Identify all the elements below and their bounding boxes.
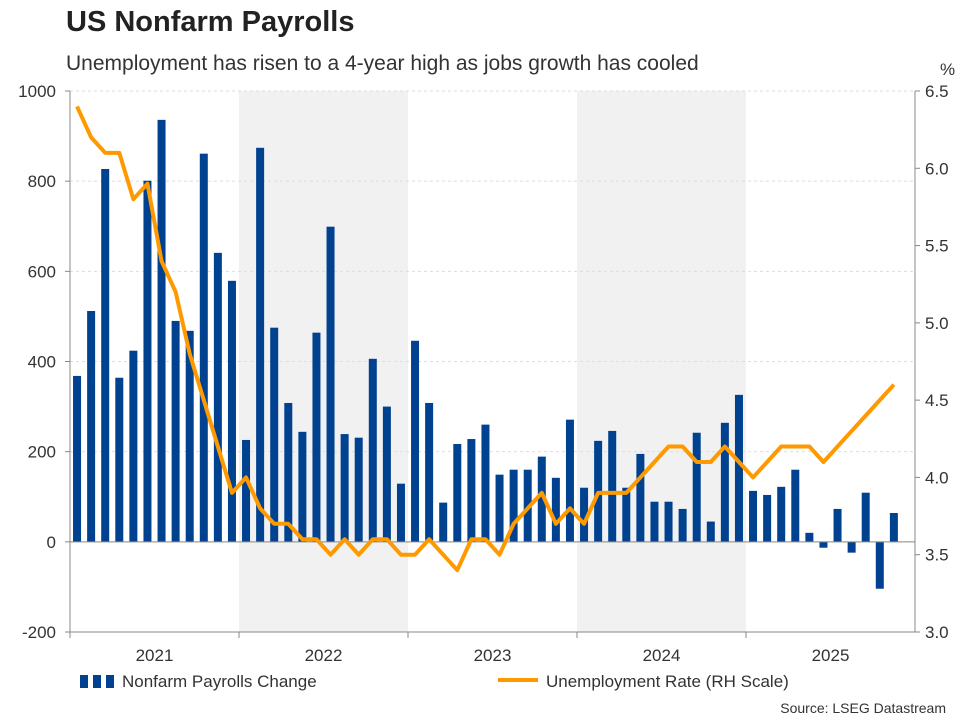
payrolls-bar xyxy=(692,432,701,542)
payrolls-bar xyxy=(101,168,110,542)
payrolls-bar xyxy=(213,252,222,542)
payrolls-bar xyxy=(425,402,434,542)
right-tick-label: 4.5 xyxy=(925,391,949,410)
payrolls-bar xyxy=(340,434,349,542)
payrolls-bar xyxy=(749,490,758,542)
payrolls-bar xyxy=(143,180,152,542)
payrolls-bar xyxy=(537,456,546,542)
payrolls-bar xyxy=(242,439,251,542)
payrolls-bar xyxy=(115,377,124,542)
legend-item-payrolls: Nonfarm Payrolls Change xyxy=(80,672,317,692)
x-tick-label: 2021 xyxy=(136,646,174,665)
right-tick-label: 6.5 xyxy=(925,82,949,101)
x-tick-label: 2024 xyxy=(643,646,681,665)
payrolls-bar xyxy=(312,332,321,542)
right-tick-label: 3.0 xyxy=(925,623,949,642)
payrolls-bar xyxy=(734,394,743,542)
payrolls-bar xyxy=(171,320,180,542)
payrolls-bar xyxy=(720,422,729,542)
payrolls-bar xyxy=(565,419,574,542)
right-tick-label: 5.0 xyxy=(925,314,949,333)
payrolls-bar xyxy=(875,541,884,589)
payrolls-bar xyxy=(73,375,82,542)
payrolls-bar xyxy=(396,483,405,542)
payrolls-bar xyxy=(636,453,645,542)
left-tick-label: 400 xyxy=(28,353,56,372)
payrolls-bar xyxy=(763,494,772,542)
legend-item-unemployment: Unemployment Rate (RH Scale) xyxy=(498,672,789,692)
payrolls-bar xyxy=(270,327,279,542)
payrolls-bar xyxy=(678,508,687,542)
payrolls-bar xyxy=(622,487,631,542)
payrolls-bar xyxy=(509,469,518,542)
payrolls-bar xyxy=(791,469,800,542)
payrolls-bar xyxy=(777,486,786,542)
x-tick-label: 2025 xyxy=(812,646,850,665)
payrolls-bar xyxy=(199,153,208,542)
payrolls-bar xyxy=(411,340,420,542)
right-axis-unit: % xyxy=(940,60,956,79)
legend-bar-icon xyxy=(80,675,116,688)
payrolls-bar xyxy=(467,439,476,542)
left-tick-label: 800 xyxy=(28,172,56,191)
payrolls-bar xyxy=(706,521,715,542)
right-tick-label: 6.0 xyxy=(925,159,949,178)
right-tick-label: 5.5 xyxy=(925,237,949,256)
payrolls-bar xyxy=(481,424,490,542)
right-tick-label: 3.5 xyxy=(925,546,949,565)
payrolls-bar xyxy=(847,541,856,553)
payrolls-bar xyxy=(819,541,828,548)
payrolls-bar xyxy=(608,430,617,542)
payrolls-bar xyxy=(129,350,138,542)
payrolls-bar xyxy=(861,492,870,542)
x-tick-label: 2023 xyxy=(474,646,512,665)
payrolls-bar xyxy=(227,280,236,542)
left-tick-label: -200 xyxy=(22,623,56,642)
left-tick-label: 600 xyxy=(28,262,56,281)
payrolls-bar xyxy=(453,444,462,542)
x-tick-label: 2022 xyxy=(305,646,343,665)
legend-line-icon xyxy=(498,678,538,682)
payrolls-bar xyxy=(256,147,265,542)
payrolls-bar xyxy=(326,226,335,542)
payrolls-bar xyxy=(284,402,293,542)
payrolls-bar xyxy=(551,477,560,542)
payrolls-bar xyxy=(382,406,391,542)
payrolls-bar xyxy=(495,474,504,542)
payrolls-bar xyxy=(368,358,377,542)
chart-title: US Nonfarm Payrolls xyxy=(66,6,355,38)
payrolls-bar xyxy=(87,311,96,542)
payrolls-bar xyxy=(439,502,448,542)
payrolls-bar xyxy=(889,512,898,542)
right-tick-label: 4.0 xyxy=(925,468,949,487)
source-note: Source: LSEG Datastream xyxy=(780,700,946,716)
legend-label: Unemployment Rate (RH Scale) xyxy=(546,672,789,691)
left-tick-label: 200 xyxy=(28,443,56,462)
payrolls-bar xyxy=(354,437,363,542)
payrolls-bar xyxy=(833,508,842,542)
chart-subtitle: Unemployment has risen to a 4-year high … xyxy=(66,52,699,75)
payrolls-bar xyxy=(185,330,194,542)
payrolls-bar xyxy=(298,431,307,542)
payrolls-bar xyxy=(805,532,814,542)
legend-label: Nonfarm Payrolls Change xyxy=(122,672,317,691)
payrolls-bar xyxy=(580,487,589,542)
payrolls-bar xyxy=(664,501,673,542)
payrolls-bar xyxy=(157,119,166,542)
left-tick-label: 1000 xyxy=(18,82,56,101)
payrolls-bar xyxy=(650,501,659,542)
left-tick-label: 0 xyxy=(47,533,56,552)
